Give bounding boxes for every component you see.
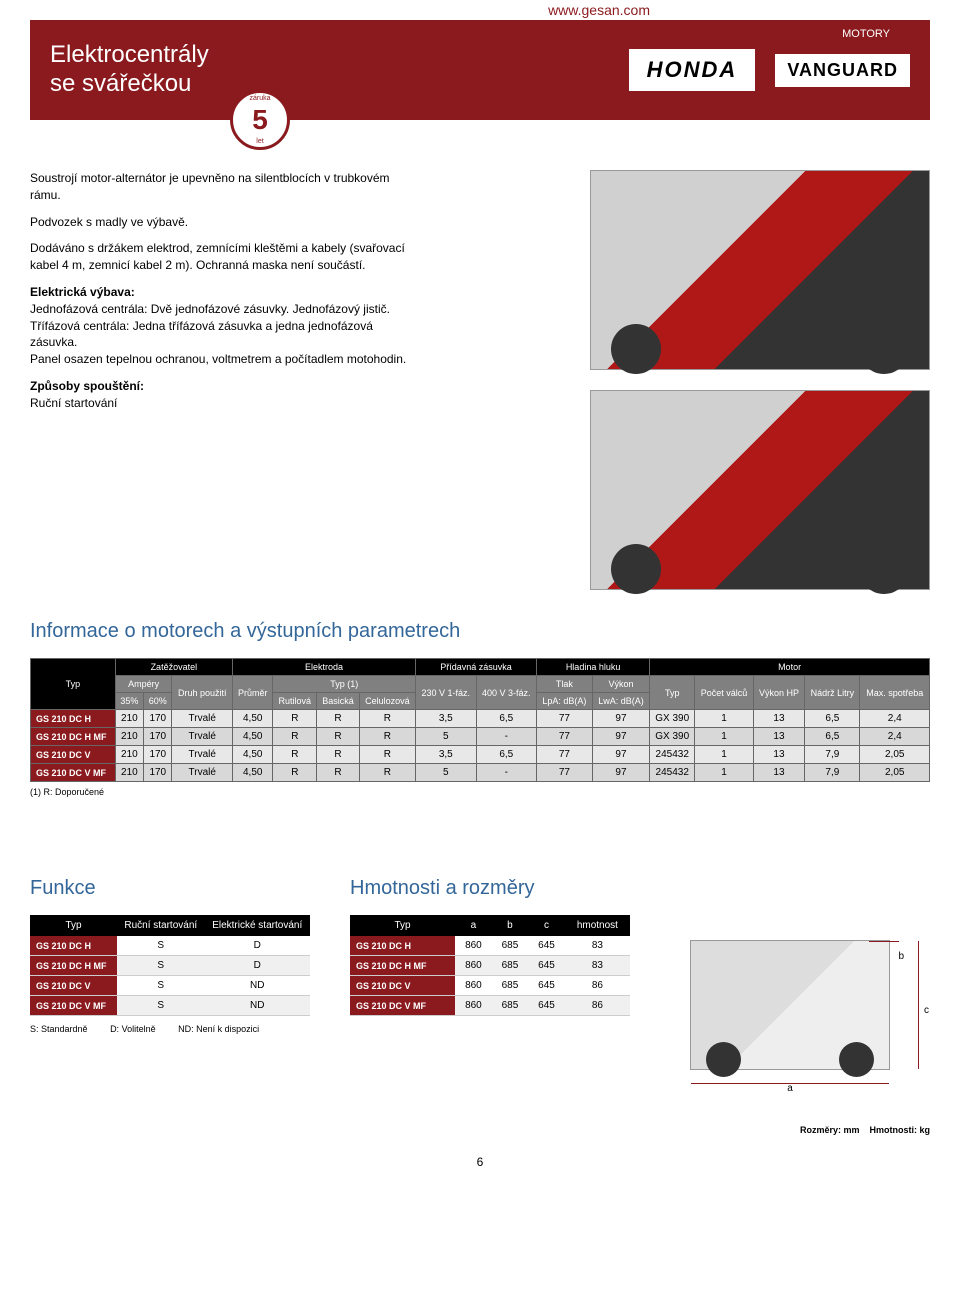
table-row: GS 210 DC HSD: [30, 936, 310, 956]
table-row: GS 210 DC H86068564583: [350, 936, 630, 956]
th-v400: 400 V 3-fáz.: [476, 676, 537, 710]
th-p60: 60%: [144, 693, 172, 710]
page-title: Elektrocentrály se svářečkou: [50, 41, 209, 99]
footer-rozmery: Rozměry: mm: [800, 1125, 860, 1135]
th-max: Max. spotřeba: [860, 676, 930, 710]
intro-p5: Způsoby spouštění: Ruční startování: [30, 378, 410, 412]
th-typ1: Typ (1): [273, 676, 416, 693]
title-line2: se svářečkou: [50, 70, 191, 97]
funkce-th-rucni: Ruční startování: [117, 915, 204, 936]
motory-label: MOTORY: [842, 28, 890, 40]
warranty-badge: záruka 5 let: [230, 90, 290, 150]
th-tlak: Tlak: [537, 676, 593, 693]
table-row: GS 210 DC V86068564586: [350, 976, 630, 996]
dimension-diagram: a b c: [650, 915, 930, 1095]
dim-label-c: c: [924, 1005, 929, 1016]
th-motor: Motor: [650, 659, 930, 676]
th-hluk: Hladina hluku: [537, 659, 650, 676]
table-note: (1) R: Doporučené: [30, 787, 930, 797]
legend-nd: ND: Není k dispozici: [178, 1024, 259, 1034]
intro-p5-body: Ruční startování: [30, 396, 117, 410]
th-nadrz: Nádrž Litry: [805, 676, 860, 710]
funkce-legend: S: Standardně D: Volitelně ND: Není k di…: [30, 1024, 310, 1034]
th-mtyp: Typ: [650, 676, 695, 710]
legend-s: S: Standardně: [30, 1024, 88, 1034]
table-row: GS 210 DC V210170Trvalé4,50RRR3,56,57797…: [31, 746, 930, 764]
intro-p1: Soustrojí motor-alternátor je upevněno n…: [30, 170, 410, 204]
table-row: GS 210 DC H210170Trvalé4,50RRR3,56,57797…: [31, 710, 930, 728]
th-prumer: Průměr: [232, 676, 273, 710]
legend-d: D: Volitelně: [110, 1024, 156, 1034]
vanguard-logo: VANGUARD: [775, 54, 910, 87]
intro-p4-body: Jednofázová centrála: Dvě jednofázové zá…: [30, 302, 406, 366]
honda-logo: HONDA: [629, 49, 756, 91]
intro-p4-head: Elektrická výbava:: [30, 285, 135, 299]
generator-image-2: [590, 390, 930, 590]
th-vykon: Výkon: [592, 676, 649, 693]
product-images: [440, 170, 930, 590]
generator-image-1: [590, 170, 930, 370]
th-pocet: Počet válců: [695, 676, 753, 710]
intro-p3: Dodáváno s držákem elektrod, zemnícími k…: [30, 240, 410, 274]
dim-label-a: a: [787, 1083, 793, 1094]
info-section-title: Informace o motorech a výstupních parame…: [30, 620, 930, 643]
rozmery-th-b: b: [492, 915, 529, 936]
th-zatezovat: Zatěžovatel: [115, 659, 232, 676]
funkce-th-typ: Typ: [30, 915, 117, 936]
warranty-number: 5: [252, 104, 268, 136]
th-pridavna: Přídavná zásuvka: [416, 659, 537, 676]
intro-p2: Podvozek s madly ve výbavě.: [30, 214, 410, 231]
th-elektroda: Elektroda: [232, 659, 415, 676]
th-druh: Druh použití: [172, 676, 233, 710]
table-row: GS 210 DC H MF86068564583: [350, 956, 630, 976]
th-p35: 35%: [115, 693, 143, 710]
warranty-top-text: záruka: [249, 95, 270, 102]
rozmery-title: Hmotnosti a rozměry: [350, 877, 930, 900]
header-url: www.gesan.com: [548, 2, 650, 18]
rozmery-th-c: c: [528, 915, 565, 936]
rozmery-th-a: a: [455, 915, 492, 936]
table-row: GS 210 DC H MF210170Trvalé4,50RRR5-7797G…: [31, 728, 930, 746]
table-row: GS 210 DC H MFSD: [30, 956, 310, 976]
rozmery-table: Typ a b c hmotnost GS 210 DC H8606856458…: [350, 915, 630, 1016]
rozmery-th-typ: Typ: [350, 915, 455, 936]
table-row: GS 210 DC V MF86068564586: [350, 996, 630, 1016]
th-ampery: Ampéry: [115, 676, 172, 693]
funkce-table: Typ Ruční startování Elektrické startová…: [30, 915, 310, 1016]
th-basicka: Basická: [317, 693, 360, 710]
th-typ: Typ: [31, 659, 116, 710]
main-specs-table: Typ Zatěžovatel Elektroda Přídavná zásuv…: [30, 658, 930, 782]
intro-p5-head: Způsoby spouštění:: [30, 379, 144, 393]
intro-p4: Elektrická výbava: Jednofázová centrála: …: [30, 284, 410, 368]
dim-label-b: b: [898, 951, 904, 962]
funkce-title: Funkce: [30, 877, 310, 900]
th-lpa: LpA: dB(A): [537, 693, 593, 710]
th-v230: 230 V 1-fáz.: [416, 676, 477, 710]
footer-hmotnosti: Hmotnosti: kg: [870, 1125, 931, 1135]
title-line1: Elektrocentrály: [50, 41, 209, 68]
table-row: GS 210 DC V MFSND: [30, 996, 310, 1016]
footer-note: Rozměry: mm Hmotnosti: kg: [30, 1125, 930, 1135]
th-lwa: LwA: dB(A): [592, 693, 649, 710]
rozmery-th-hm: hmotnost: [565, 915, 630, 936]
th-rutilova: Rutilová: [273, 693, 317, 710]
intro-text: Soustrojí motor-alternátor je upevněno n…: [30, 170, 410, 590]
page-number: 6: [30, 1155, 930, 1169]
page-header: Elektrocentrály se svářečkou MOTORY HOND…: [30, 20, 930, 120]
table-row: GS 210 DC VSND: [30, 976, 310, 996]
table-row: GS 210 DC V MF210170Trvalé4,50RRR5-77972…: [31, 764, 930, 782]
warranty-bot-text: let: [256, 138, 263, 145]
funkce-th-elek: Elektrické startování: [204, 915, 310, 936]
th-celulozova: Celulozová: [359, 693, 415, 710]
th-hp: Výkon HP: [753, 676, 805, 710]
